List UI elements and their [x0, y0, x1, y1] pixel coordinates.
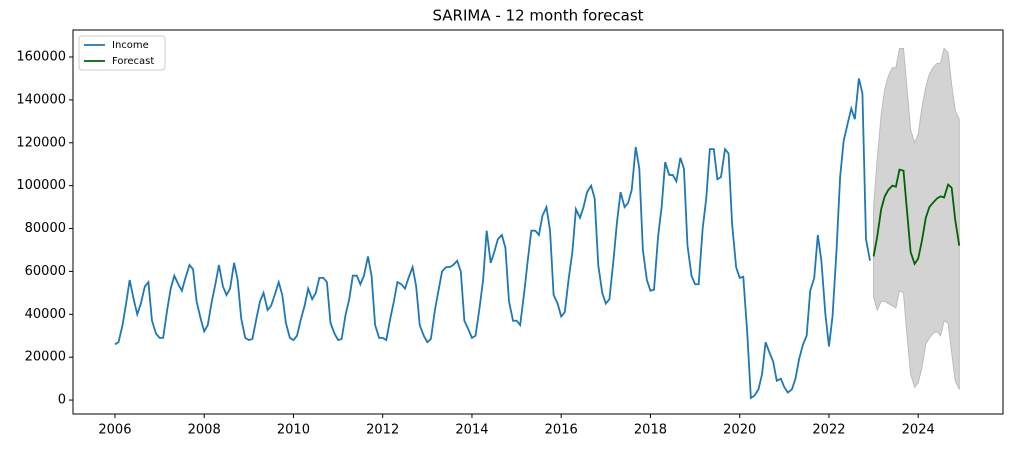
- x-tick-label: 2006: [98, 423, 131, 438]
- y-tick-label: 20000: [25, 350, 66, 365]
- y-tick-label: 0: [58, 393, 66, 408]
- x-tick-label: 2010: [277, 423, 310, 438]
- y-tick-label: 120000: [16, 135, 66, 150]
- y-tick-label: 160000: [16, 50, 66, 65]
- plot-frame: [72, 29, 1004, 415]
- confidence-band: [873, 47, 960, 390]
- x-tick-label: 2018: [634, 423, 667, 438]
- x-tick-label: 2008: [188, 423, 221, 438]
- chart-title: SARIMA - 12 month forecast: [432, 7, 643, 25]
- y-tick-label: 40000: [25, 307, 66, 322]
- y-tick-label: 100000: [16, 178, 66, 193]
- x-tick-label: 2024: [902, 423, 935, 438]
- x-tick-label: 2014: [455, 423, 488, 438]
- x-tick-label: 2020: [723, 423, 756, 438]
- x-tick-label: 2022: [812, 423, 845, 438]
- x-tick-label: 2016: [545, 423, 578, 438]
- series-line: [114, 78, 871, 400]
- y-tick-label: 140000: [16, 92, 66, 107]
- y-tick-label: 80000: [25, 221, 66, 236]
- y-tick-label: 60000: [25, 264, 66, 279]
- legend-label: Income: [112, 40, 149, 51]
- x-tick-label: 2012: [366, 423, 399, 438]
- series-line: [872, 168, 961, 266]
- legend-label: Forecast: [112, 56, 154, 67]
